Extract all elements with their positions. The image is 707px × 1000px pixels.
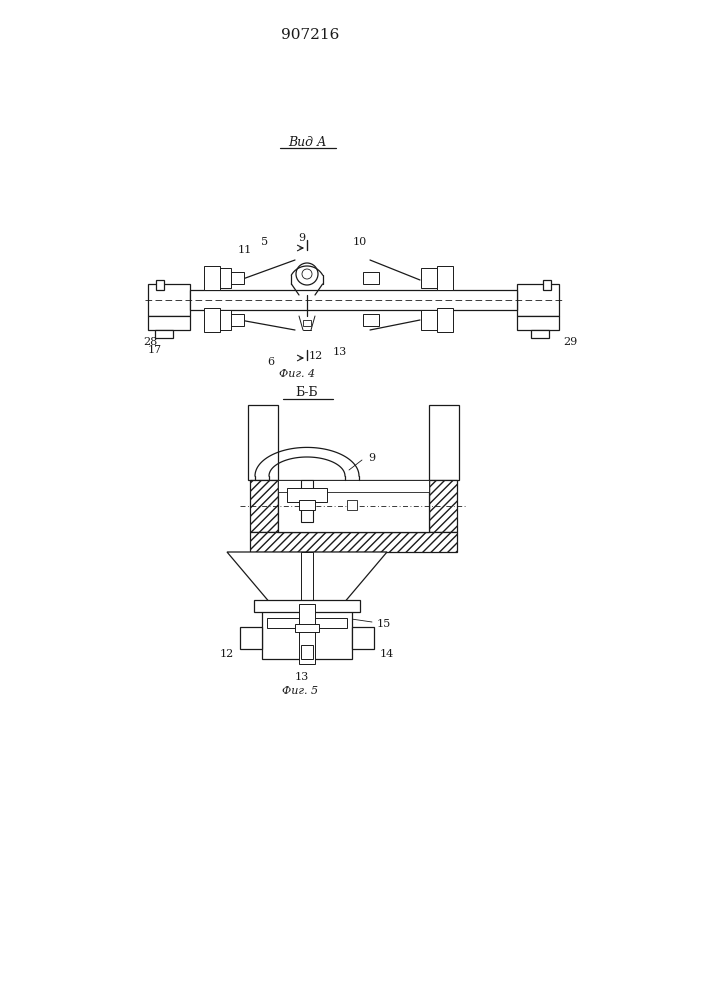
Bar: [301, 645, 313, 659]
Bar: [204, 266, 220, 290]
Text: Фиг. 4: Фиг. 4: [279, 369, 315, 379]
Bar: [287, 488, 327, 502]
Bar: [215, 310, 231, 330]
Text: Вид А: Вид А: [288, 135, 326, 148]
Text: 17: 17: [148, 345, 162, 355]
Text: 13: 13: [333, 347, 347, 357]
Bar: [250, 532, 457, 552]
Bar: [156, 280, 164, 290]
Text: 907216: 907216: [281, 28, 339, 42]
Bar: [299, 500, 315, 510]
Text: 14: 14: [380, 649, 394, 659]
Text: 12: 12: [309, 351, 323, 361]
Bar: [267, 618, 347, 628]
Bar: [155, 330, 173, 338]
Bar: [347, 500, 357, 510]
Bar: [278, 480, 429, 532]
Bar: [301, 552, 313, 609]
Text: 29: 29: [563, 337, 577, 347]
Text: 5: 5: [262, 237, 269, 247]
Text: 6: 6: [267, 357, 274, 367]
Bar: [248, 405, 278, 480]
Bar: [228, 314, 244, 326]
Text: 28: 28: [143, 337, 157, 347]
Bar: [301, 480, 313, 522]
Text: 12: 12: [220, 649, 234, 659]
Bar: [254, 600, 360, 612]
Bar: [429, 405, 459, 480]
Bar: [517, 284, 559, 316]
Bar: [148, 284, 190, 316]
Bar: [429, 480, 457, 532]
Bar: [250, 480, 278, 532]
Bar: [437, 308, 453, 332]
Text: Фиг. 5: Фиг. 5: [282, 686, 318, 696]
Bar: [190, 290, 517, 310]
Text: 9: 9: [298, 233, 305, 243]
Bar: [228, 272, 244, 284]
Bar: [240, 627, 262, 649]
Bar: [421, 310, 437, 330]
Text: 11: 11: [238, 245, 252, 255]
Bar: [517, 316, 559, 330]
Text: 10: 10: [353, 237, 367, 247]
Bar: [262, 604, 352, 659]
Bar: [437, 266, 453, 290]
Bar: [215, 268, 231, 288]
Text: 9: 9: [368, 453, 375, 463]
Bar: [278, 480, 429, 492]
Bar: [363, 314, 379, 326]
Bar: [352, 627, 374, 649]
Bar: [421, 268, 437, 288]
Polygon shape: [227, 552, 387, 604]
Text: 13: 13: [295, 672, 309, 682]
Text: Б-Б: Б-Б: [296, 385, 318, 398]
Bar: [204, 308, 220, 332]
Bar: [299, 604, 315, 664]
Bar: [295, 624, 319, 632]
Bar: [148, 316, 190, 330]
Bar: [531, 330, 549, 338]
Bar: [303, 320, 311, 326]
Bar: [363, 272, 379, 284]
Text: 15: 15: [377, 619, 391, 629]
Bar: [543, 280, 551, 290]
